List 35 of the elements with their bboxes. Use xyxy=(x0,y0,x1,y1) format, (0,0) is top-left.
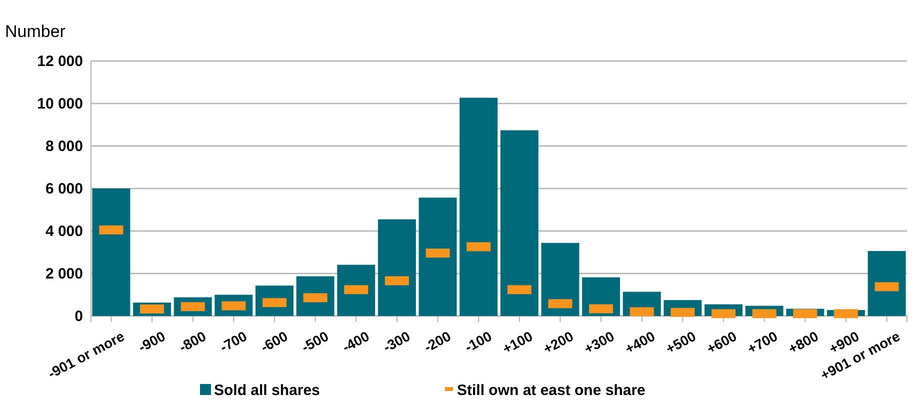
x-tick-label: +400 xyxy=(622,328,658,357)
y-tick-label: 4 000 xyxy=(45,222,83,240)
x-tick-label: -700 xyxy=(217,328,250,356)
x-tick-label: -901 or more xyxy=(45,328,128,382)
x-tick-label: +100 xyxy=(500,328,536,357)
y-tick-label: 2 000 xyxy=(45,265,83,282)
bar xyxy=(92,188,130,316)
x-tick-label: -200 xyxy=(421,328,454,356)
y-tick-label: 0 xyxy=(74,308,83,325)
legend-label: Sold all shares xyxy=(214,382,320,399)
bar xyxy=(500,130,538,316)
x-tick-label: +700 xyxy=(744,328,780,357)
bar xyxy=(868,250,906,316)
x-tick-label: +800 xyxy=(785,328,822,357)
x-tick-label: -900 xyxy=(135,328,168,356)
bar xyxy=(418,198,457,316)
x-tick-label: -300 xyxy=(380,328,413,356)
x-tick-label: +600 xyxy=(704,328,740,357)
legend-label: Still own at east one share xyxy=(457,382,646,399)
bar xyxy=(378,219,416,316)
x-tick-label: -800 xyxy=(176,328,209,356)
x-tick-label: -500 xyxy=(298,328,332,356)
bar xyxy=(541,242,580,316)
y-tick-label: 6 000 xyxy=(45,180,83,198)
x-tick-label: -100 xyxy=(462,328,494,356)
x-tick-label: +200 xyxy=(540,328,576,357)
y-tick-label: 12 000 xyxy=(37,52,83,70)
bar xyxy=(460,98,498,316)
y-tick-label: 10 000 xyxy=(37,95,83,112)
y-axis-title: Number xyxy=(5,22,66,41)
x-tick-label: +500 xyxy=(663,328,699,357)
x-tick-label: +300 xyxy=(581,328,617,357)
y-tick-label: 8 000 xyxy=(45,138,83,155)
x-tick-label: -600 xyxy=(258,328,290,356)
x-tick-label: -400 xyxy=(340,328,372,356)
